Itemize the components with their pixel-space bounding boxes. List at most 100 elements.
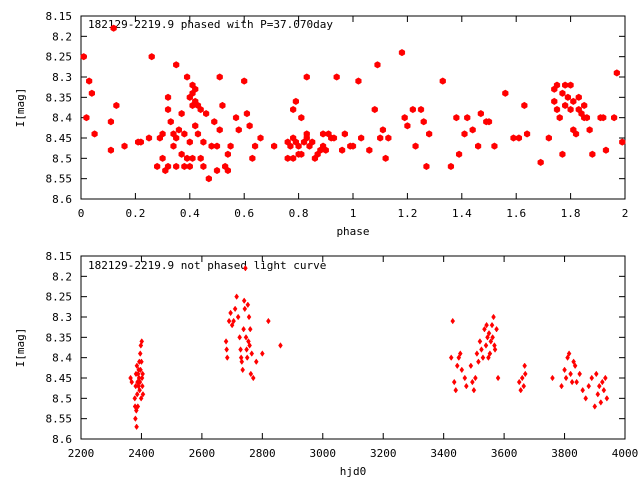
data-point [140,391,146,398]
data-point [562,81,569,89]
data-point [194,130,202,138]
data-point [178,150,185,158]
data-point [482,325,487,333]
data-point [484,321,489,329]
data-point [167,118,174,126]
y-tick-label: 8.4 [52,352,72,365]
data-point [110,24,117,32]
data-point [183,154,191,162]
data-point [138,395,144,402]
data-point [522,362,527,370]
data-point [278,342,283,349]
data-point [580,386,585,394]
data-point [600,378,605,386]
data-point [571,358,576,365]
data-point [229,321,235,329]
y-tick-label: 8.2 [52,30,72,43]
data-point [564,93,571,101]
data-point [382,154,389,162]
data-point [164,162,172,171]
data-point [491,142,498,150]
data-point [589,374,595,382]
y-tick-label: 8.6 [52,193,72,206]
data-point [349,142,357,150]
x-tick-label: 2400 [128,447,155,460]
data-point [420,118,427,126]
data-point [602,146,610,154]
data-point [448,354,454,361]
unphased-light-curve-plot: 2200 2400 2600 2800 3000 3200 3400 3600 3800 4000… [14,250,638,478]
data-point [241,297,247,304]
data-point [545,134,552,142]
data-point [485,334,490,341]
data-point [235,126,242,134]
data-point [456,354,462,361]
data-point [138,366,143,374]
data-point [562,101,569,110]
data-point [145,134,153,142]
x-axis-label: hjd0 [340,465,367,478]
data-point [219,101,226,110]
data-point [292,97,299,105]
data-point [173,134,180,142]
data-point [489,321,495,329]
data-point [86,77,93,85]
data-point [159,154,166,162]
data-point [107,146,115,154]
data-point [223,338,229,345]
data-point [91,130,98,138]
data-point [575,93,582,101]
data-point [197,105,204,114]
data-point [358,134,365,142]
data-point [135,403,141,410]
data-point [385,134,392,142]
data-point [181,162,188,171]
data-point [189,154,196,162]
data-point [333,73,340,81]
data-point [551,97,558,105]
data-point [598,399,604,406]
x-axis-label: phase [336,225,369,238]
y-tick-label: 8.3 [52,311,72,324]
data-point [243,334,249,341]
data-point [232,114,240,122]
data-point [453,386,459,394]
x-tick-label: 2600 [189,447,216,460]
data-point [139,358,144,365]
data-point [572,362,578,370]
data-point [559,382,564,390]
data-point [518,386,524,394]
y-axis-label: I[mag] [14,88,27,128]
data-point [522,370,528,378]
data-point [586,382,592,390]
data-point [468,362,474,370]
data-point [417,105,425,114]
y-tick-label: 8.6 [52,433,72,446]
data-point [475,142,482,150]
data-point [260,350,265,357]
x-tick-label: 1.6 [506,207,526,220]
data-point [565,354,570,361]
data-point [423,162,430,171]
data-point [583,114,591,122]
x-tick-label: 1.2 [397,207,417,220]
data-point [510,134,517,142]
x-tick-label: 3600 [491,447,518,460]
data-point [474,350,480,357]
data-point [439,77,446,85]
data-point [553,81,561,89]
data-point [374,61,381,69]
data-point [134,391,140,398]
data-point [224,346,229,353]
data-point [213,142,221,150]
data-point [164,105,172,114]
data-point [231,317,236,325]
data-point [450,317,456,325]
y-tick-label: 8.3 [52,71,72,84]
data-point [483,342,489,349]
data-point [245,301,251,309]
data-point [401,114,408,122]
data-point [80,53,87,61]
data-point [487,350,493,357]
data-point [224,150,231,158]
